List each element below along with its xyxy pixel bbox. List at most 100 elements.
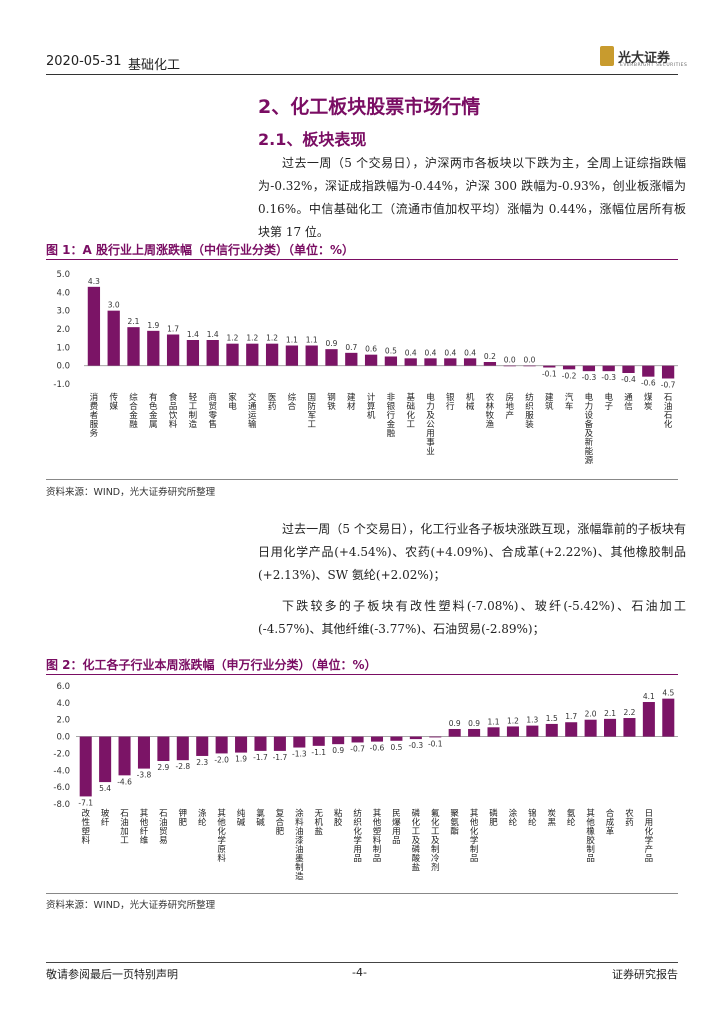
category-char: 酯 xyxy=(450,827,459,837)
category-char: 其 xyxy=(373,809,382,819)
category-char: 力 xyxy=(585,401,594,412)
category-char: 机 xyxy=(466,392,475,403)
category-char: 电 xyxy=(426,392,435,403)
category-char: 剂 xyxy=(431,862,440,873)
category-char: 纯 xyxy=(237,808,246,819)
bar xyxy=(463,358,477,366)
category-char: 工 xyxy=(307,420,316,430)
category-char: 色 xyxy=(149,401,158,412)
bar xyxy=(235,736,248,753)
figure-1-rule xyxy=(46,259,678,260)
data-label: 1.2 xyxy=(246,334,258,343)
category-char: 油 xyxy=(295,844,304,855)
category-label: 电力设备及新能源 xyxy=(585,392,594,466)
section-title: 2、化工板块股票市场行情 xyxy=(258,96,481,118)
bar xyxy=(166,334,180,366)
data-label: 0.9 xyxy=(468,719,480,728)
category-char: 医 xyxy=(268,393,277,403)
category-char: 品 xyxy=(353,854,362,864)
y-tick-label: -4.0 xyxy=(53,766,70,776)
data-label: -0.3 xyxy=(582,373,597,382)
category-char: 涂 xyxy=(295,808,304,819)
category-char: 农 xyxy=(625,808,634,819)
bar xyxy=(384,356,398,366)
category-char: 用 xyxy=(392,827,401,837)
category-label: 其他塑料制品 xyxy=(373,809,382,864)
bar xyxy=(147,330,160,366)
category-char: 建 xyxy=(347,392,356,403)
bar xyxy=(444,358,457,366)
category-char: 银 xyxy=(446,392,455,403)
category-label: 食品饮料 xyxy=(169,392,178,430)
category-label: 玻纤 xyxy=(101,808,110,828)
category-char: 炭 xyxy=(644,402,653,412)
category-label: 计算机 xyxy=(367,392,376,421)
bar xyxy=(483,362,497,366)
category-char: 料 xyxy=(169,419,178,430)
bar xyxy=(662,698,675,737)
category-char: 机 xyxy=(314,817,323,828)
data-label: 1.2 xyxy=(266,334,278,343)
category-char: 防 xyxy=(307,401,316,412)
bar xyxy=(565,722,578,737)
y-tick-label: 0.0 xyxy=(56,362,70,372)
data-label: 1.4 xyxy=(187,330,199,339)
category-label: 房地产 xyxy=(505,392,514,421)
bar xyxy=(409,736,422,740)
category-char: 金 xyxy=(387,419,396,430)
data-label: -3.8 xyxy=(137,771,152,780)
data-label: 0.0 xyxy=(504,356,516,365)
category-char: 合 xyxy=(276,817,285,828)
category-char: 日 xyxy=(645,809,654,819)
category-char: 学 xyxy=(645,835,654,846)
data-label: 1.4 xyxy=(207,330,219,339)
bar xyxy=(118,736,131,776)
category-label: 石油石化 xyxy=(664,393,673,430)
category-char: 石 xyxy=(159,809,168,819)
y-tick-label: 6.0 xyxy=(56,682,70,692)
category-char: 非 xyxy=(387,392,396,403)
category-char: 及 xyxy=(431,836,440,846)
category-char: 纶 xyxy=(528,817,537,828)
bar xyxy=(523,365,536,367)
bar xyxy=(545,723,558,737)
data-label: -0.2 xyxy=(562,371,577,380)
data-label: 0.9 xyxy=(449,719,461,728)
category-char: 磷 xyxy=(489,808,498,819)
category-label: 涤纶 xyxy=(198,808,207,828)
data-label: 2.1 xyxy=(128,317,140,326)
footer-disclaimer: 敬请参阅最后一页特别声明 xyxy=(46,968,178,981)
category-char: 及 xyxy=(412,836,421,846)
category-char: 他 xyxy=(140,817,149,828)
category-char: 金 xyxy=(149,410,158,421)
category-char: 塑 xyxy=(373,827,382,837)
bar xyxy=(506,726,519,737)
category-char: 制 xyxy=(189,410,198,421)
category-char: 钢 xyxy=(327,392,336,403)
category-label: 综合金融 xyxy=(129,392,138,430)
category-char: 地 xyxy=(505,401,514,412)
category-char: 交 xyxy=(248,392,257,403)
figure-1-title: 图 1：A 股行业上周涨跌幅（中信行业分类）（单位：%） xyxy=(46,243,355,257)
category-char: 通 xyxy=(624,392,633,403)
bar xyxy=(127,327,140,366)
category-char: 磷 xyxy=(412,844,421,855)
category-char: 制 xyxy=(586,844,595,855)
data-label: 2.1 xyxy=(604,709,616,718)
data-label: -7.1 xyxy=(78,798,93,807)
bar xyxy=(87,286,101,366)
bar xyxy=(429,736,442,738)
data-label: 0.9 xyxy=(326,339,338,348)
category-char: 制 xyxy=(431,844,440,855)
y-tick-label: 4.0 xyxy=(56,699,70,709)
category-label: 炭黑 xyxy=(548,809,557,828)
category-label: 通信 xyxy=(624,392,633,412)
data-label: 1.7 xyxy=(167,325,179,334)
category-char: 贸 xyxy=(208,401,217,412)
category-label: 传媒 xyxy=(109,392,118,412)
category-label: 其他纤维 xyxy=(140,809,149,846)
category-char: 化 xyxy=(406,410,415,421)
category-char: 化 xyxy=(217,826,226,837)
category-char: 炭 xyxy=(548,809,557,819)
category-char: 军 xyxy=(307,411,316,421)
